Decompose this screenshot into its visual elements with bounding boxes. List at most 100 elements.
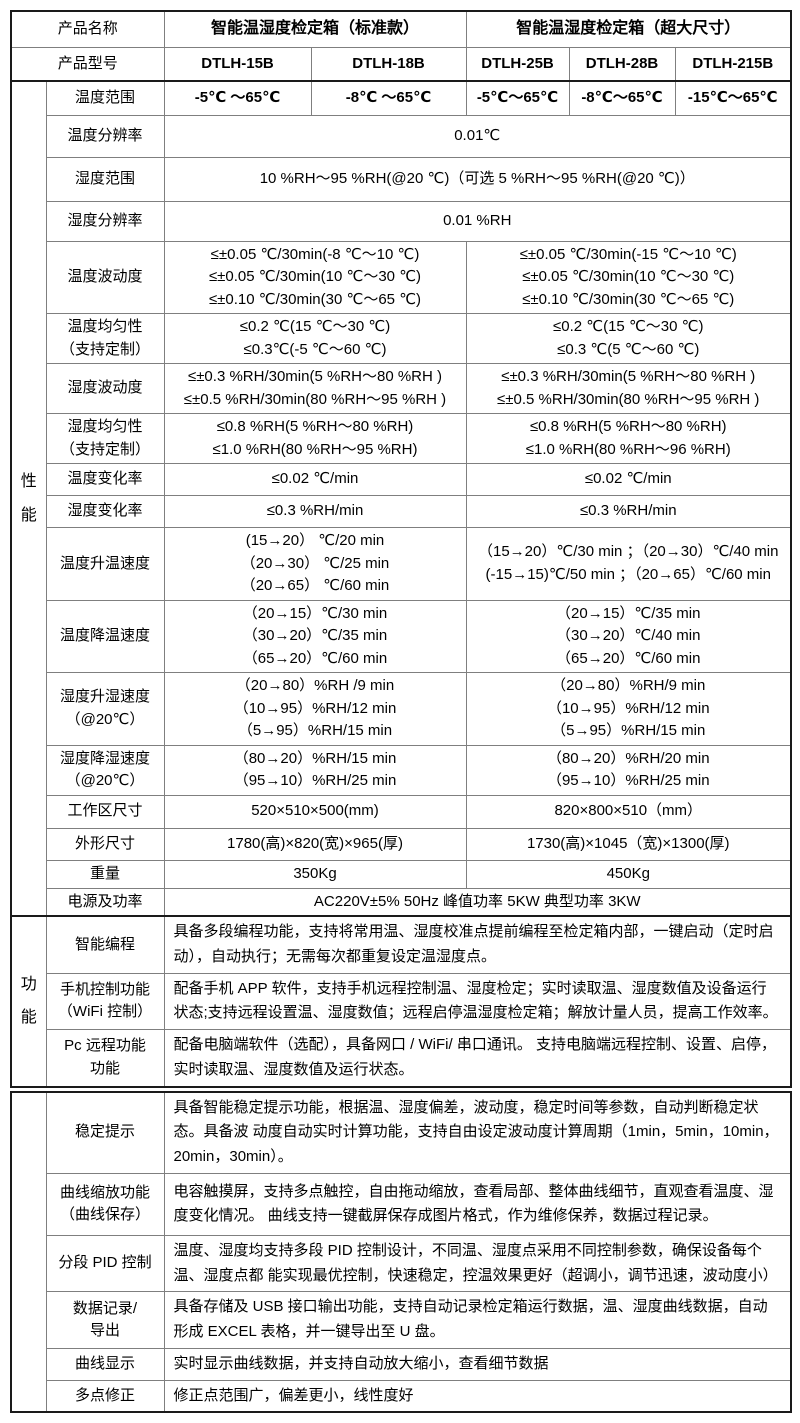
table-row: 温度变化率 ≤0.02 ℃/min ≤0.02 ℃/min	[11, 463, 792, 496]
spec-label: 温度分辨率	[45, 114, 165, 158]
spec-value-standard: (15→20） ℃/20 min （20→30） ℃/25 min （20→65…	[163, 527, 467, 601]
spec-value-standard: ≤0.8 %RH(5 %RH～80 %RH) ≤1.0 %RH(80 %RH～9…	[163, 413, 467, 464]
spec-value-large: （15→20）℃/30 min ；（20→30）℃/40 min (-15→15…	[465, 527, 792, 601]
table-row: Pc 远程功能 功能 配备电脑端软件（选配），具备网口 / WiFi/ 串口通讯…	[11, 1029, 792, 1087]
table-row: 湿度均匀性 （支持定制） ≤0.8 %RH(5 %RH～80 %RH) ≤1.0…	[11, 413, 792, 464]
spec-value-full: 0.01℃	[163, 114, 792, 158]
spec-value: -5℃～65℃	[465, 80, 570, 116]
spec-value-large: ≤0.02 ℃/min	[465, 463, 792, 496]
spec-label: 重量	[45, 859, 165, 889]
product-model-row: 产品型号 DTLH-15B DTLH-18B DTLH-25B DTLH-28B…	[10, 46, 792, 82]
table-row: 手机控制功能 （WiFi 控制） 配备手机 APP 软件，支持手机远程控制温、湿…	[11, 972, 792, 1030]
performance-table: 性 能 温度范围 -5℃ ～65℃ -8℃ ～65℃ -5℃～65℃ -8℃～6…	[10, 80, 792, 917]
spec-value-large: （80→20）%RH/20 min （95→10）%RH/25 min	[465, 744, 792, 796]
feature-label: Pc 远程功能 功能	[45, 1029, 165, 1087]
spec-value-standard: 1780(高)×820(宽)×965(厚)	[163, 827, 467, 861]
table-row: 数据记录/ 导出 具备存储及 USB 接口输出功能，支持自动记录检定箱运行数据，…	[11, 1291, 792, 1349]
spec-label: 湿度降湿速度 （@20℃）	[45, 744, 165, 796]
spec-label: 湿度波动度	[45, 363, 165, 414]
feature-label: 智能编程	[45, 915, 165, 974]
spec-label: 温度降温速度	[45, 599, 165, 673]
model-cell: DTLH-18B	[310, 46, 467, 82]
spec-value-large: ≤±0.3 %RH/30min(5 %RH～80 %RH ) ≤±0.5 %RH…	[465, 363, 792, 414]
table-row: 温度均匀性 （支持定制） ≤0.2 ℃(15 ℃～30 ℃) ≤0.3℃(-5 …	[11, 313, 792, 364]
feature-description: 具备多段编程功能，支持将常用温、湿度校准点提前编程至检定箱内部，一键启动（定时启…	[163, 915, 792, 974]
product-model-label: 产品型号	[10, 46, 165, 82]
table-row: 湿度降湿速度 （@20℃） （80→20）%RH/15 min （95→10）%…	[11, 744, 792, 796]
spec-label: 工作区尺寸	[45, 794, 165, 829]
feature-description: 具备存储及 USB 接口输出功能，支持自动记录检定箱运行数据，温、湿度曲线数据，…	[163, 1291, 792, 1349]
spec-value-large: 820×800×510（mm）	[465, 794, 792, 829]
feature-label: 手机控制功能 （WiFi 控制）	[45, 972, 165, 1030]
header-table: 产品名称 智能温湿度检定箱（标准款） 智能温湿度检定箱（超大尺寸） 产品型号 D…	[10, 10, 793, 82]
spec-value-full: 10 %RH～95 %RH(@20 ℃)（可选 5 %RH～95 %RH(@20…	[163, 156, 792, 202]
table-row: 性 能 温度范围 -5℃ ～65℃ -8℃ ～65℃ -5℃～65℃ -8℃～6…	[10, 80, 792, 917]
model-cell: DTLH-28B	[568, 46, 676, 82]
spec-value-standard: ≤0.2 ℃(15 ℃～30 ℃) ≤0.3℃(-5 ℃～60 ℃)	[163, 313, 467, 364]
feature-label: 稳定提示	[45, 1091, 165, 1174]
large-series-title: 智能温湿度检定箱（超大尺寸）	[465, 10, 792, 48]
spec-value-large: （20→80）%RH/9 min （10→95）%RH/12 min （5→95…	[465, 672, 792, 746]
spec-value-standard: 520×510×500(mm)	[163, 794, 467, 829]
product-name-row: 产品名称 智能温湿度检定箱（标准款） 智能温湿度检定箱（超大尺寸）	[10, 10, 792, 48]
table-row: 重量 350Kg 450Kg	[11, 859, 792, 889]
feature-description: 电容触摸屏，支持多点触控，自由拖动缩放，查看局部、整体曲线细节，直观查看温度、湿…	[163, 1172, 792, 1236]
model-cell: DTLH-15B	[163, 46, 312, 82]
spec-value: -8℃ ～65℃	[310, 80, 467, 116]
spec-value-full: AC220V±5% 50Hz 峰值功率 5KW 典型功率 3KW	[163, 887, 792, 917]
spec-value-standard: ≤±0.05 ℃/30min(-8 ℃～10 ℃) ≤±0.05 ℃/30min…	[163, 240, 467, 314]
table-row: 湿度变化率 ≤0.3 %RH/min ≤0.3 %RH/min	[11, 495, 792, 528]
spec-value-standard: ≤0.3 %RH/min	[163, 495, 467, 528]
feature-description: 具备智能稳定提示功能，根据温、湿度偏差，波动度，稳定时间等参数，自动判断稳定状态…	[163, 1091, 792, 1174]
feature-description: 实时显示曲线数据，并支持自动放大缩小，查看细节数据	[163, 1347, 792, 1381]
table-row: 温度升温速度 (15→20） ℃/20 min （20→30） ℃/25 min…	[11, 527, 792, 601]
product-name-label: 产品名称	[10, 10, 165, 48]
spec-value-standard: ≤±0.3 %RH/30min(5 %RH～80 %RH ) ≤±0.5 %RH…	[163, 363, 467, 414]
standard-series-title: 智能温湿度检定箱（标准款）	[163, 10, 467, 48]
spec-label: 湿度分辨率	[45, 200, 165, 242]
spec-value-large: ≤0.2 ℃(15 ℃～30 ℃) ≤0.3 ℃(5 ℃～60 ℃)	[465, 313, 792, 364]
features-table: 稳定提示 具备智能稳定提示功能，根据温、湿度偏差，波动度，稳定时间等参数，自动判…	[10, 1090, 793, 1414]
spec-value: -15℃～65℃	[674, 80, 792, 116]
feature-description: 配备电脑端软件（选配），具备网口 / WiFi/ 串口通讯。 支持电脑端远程控制…	[163, 1029, 792, 1087]
table-row: 曲线显示 实时显示曲线数据，并支持自动放大缩小，查看细节数据	[11, 1347, 792, 1381]
spec-value-large: （20→15）℃/35 min （30→20）℃/40 min （65→20）℃…	[465, 599, 792, 673]
spec-value-standard: （20→15）℃/30 min （30→20）℃/35 min （65→20）℃…	[163, 599, 467, 673]
functions-group-label: 功 能	[10, 915, 47, 1087]
model-cell: DTLH-25B	[465, 46, 570, 82]
spec-value-standard: 350Kg	[163, 859, 467, 889]
spec-value-large: ≤0.8 %RH(5 %RH～80 %RH) ≤1.0 %RH(80 %RH～9…	[465, 413, 792, 464]
feature-label: 分段 PID 控制	[45, 1234, 165, 1293]
performance-group-label: 性 能	[10, 80, 47, 917]
spec-label: 温度波动度	[45, 240, 165, 314]
spec-value-standard: （20→80）%RH /9 min （10→95）%RH/12 min （5→9…	[163, 672, 467, 746]
table-row: 功 能 智能编程 具备多段编程功能，支持将常用温、湿度校准点提前编程至检定箱内部…	[10, 915, 792, 1087]
feature-label: 曲线缩放功能 （曲线保存）	[45, 1172, 165, 1236]
table-row: 温度波动度 ≤±0.05 ℃/30min(-8 ℃～10 ℃) ≤±0.05 ℃…	[11, 240, 792, 314]
table-row: 分段 PID 控制 温度、湿度均支持多段 PID 控制设计，不同温、湿度点采用不…	[11, 1234, 792, 1293]
spec-value-standard: ≤0.02 ℃/min	[163, 463, 467, 496]
table-row: 湿度升湿速度 （@20℃） （20→80）%RH /9 min （10→95）%…	[11, 672, 792, 746]
table-row: 电源及功率 AC220V±5% 50Hz 峰值功率 5KW 典型功率 3KW	[11, 887, 792, 917]
table-row: 温度降温速度 （20→15）℃/30 min （30→20）℃/35 min （…	[11, 599, 792, 673]
feature-description: 温度、湿度均支持多段 PID 控制设计，不同温、湿度点采用不同控制参数，确保设备…	[163, 1234, 792, 1293]
spec-label: 湿度升湿速度 （@20℃）	[45, 672, 165, 746]
spec-label: 温度均匀性 （支持定制）	[45, 313, 165, 364]
spec-label: 温度升温速度	[45, 527, 165, 601]
table-row: 工作区尺寸 520×510×500(mm) 820×800×510（mm）	[11, 794, 792, 829]
feature-label: 数据记录/ 导出	[45, 1291, 165, 1349]
spec-value-large: 1730(高)×1045（宽)×1300(厚)	[465, 827, 792, 861]
spec-value-large: 450Kg	[465, 859, 792, 889]
spec-label: 电源及功率	[45, 887, 165, 917]
features-group-spacer-cell	[10, 1091, 47, 1413]
spec-value: -5℃ ～65℃	[163, 80, 312, 116]
spec-value: -8℃～65℃	[568, 80, 676, 116]
spec-label: 湿度均匀性 （支持定制）	[45, 413, 165, 464]
spec-label: 外形尺寸	[45, 827, 165, 861]
table-row: 曲线缩放功能 （曲线保存） 电容触摸屏，支持多点触控，自由拖动缩放，查看局部、整…	[11, 1172, 792, 1236]
feature-description: 修正点范围广，偏差更小，线性度好	[163, 1379, 792, 1413]
table-row: 外形尺寸 1780(高)×820(宽)×965(厚) 1730(高)×1045（…	[11, 827, 792, 861]
table-row: 稳定提示 具备智能稳定提示功能，根据温、湿度偏差，波动度，稳定时间等参数，自动判…	[10, 1091, 792, 1413]
model-cell: DTLH-215B	[674, 46, 792, 82]
